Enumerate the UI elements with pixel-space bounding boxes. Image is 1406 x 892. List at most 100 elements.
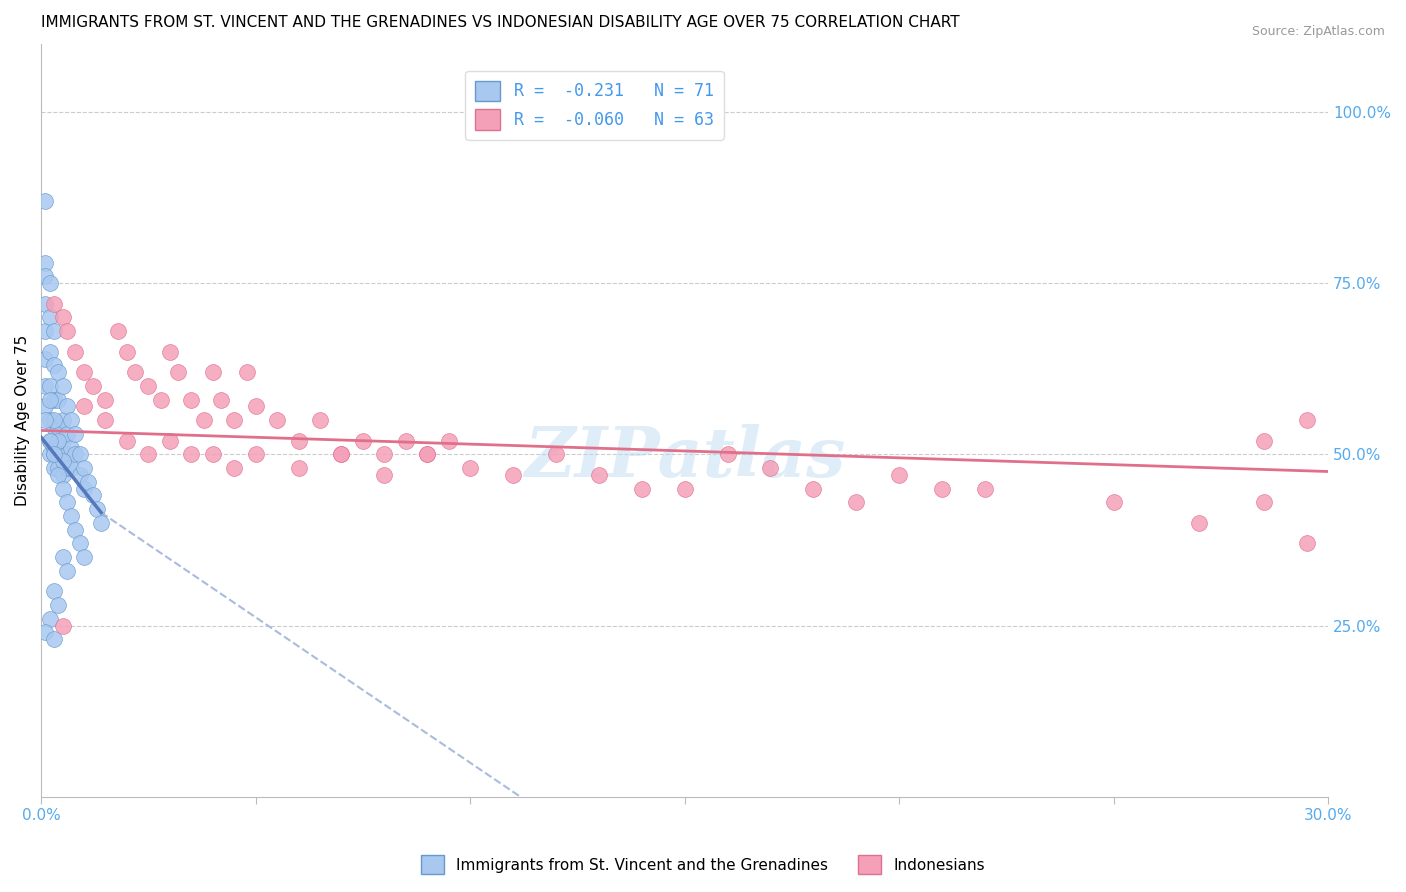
Point	[115, 344, 138, 359]
Point	[73, 365, 96, 379]
Point	[73, 482, 96, 496]
Point	[224, 413, 246, 427]
Point	[56, 461, 79, 475]
Point	[630, 482, 652, 496]
Point	[38, 379, 60, 393]
Point	[124, 365, 146, 379]
Point	[352, 434, 374, 448]
Point	[150, 392, 173, 407]
Point	[38, 344, 60, 359]
Point	[69, 467, 91, 482]
Point	[42, 632, 65, 647]
Point	[193, 413, 215, 427]
Point	[330, 447, 353, 461]
Point	[588, 467, 610, 482]
Point	[34, 194, 56, 208]
Point	[73, 461, 96, 475]
Point	[180, 392, 202, 407]
Point	[51, 454, 73, 468]
Point	[716, 447, 738, 461]
Point	[86, 502, 108, 516]
Point	[201, 365, 224, 379]
Point	[159, 344, 181, 359]
Point	[801, 482, 824, 496]
Point	[51, 467, 73, 482]
Point	[416, 447, 439, 461]
Point	[60, 413, 83, 427]
Point	[65, 344, 87, 359]
Point	[46, 441, 69, 455]
Point	[458, 461, 481, 475]
Point	[115, 434, 138, 448]
Point	[236, 365, 259, 379]
Point	[759, 461, 782, 475]
Point	[42, 324, 65, 338]
Point	[416, 447, 439, 461]
Point	[42, 584, 65, 599]
Point	[42, 447, 65, 461]
Point	[65, 523, 87, 537]
Point	[974, 482, 997, 496]
Point	[56, 426, 79, 441]
Point	[159, 434, 181, 448]
Point	[60, 441, 83, 455]
Point	[437, 434, 460, 448]
Point	[42, 297, 65, 311]
Point	[42, 420, 65, 434]
Point	[1253, 434, 1275, 448]
Point	[38, 612, 60, 626]
Text: ZIPatlas: ZIPatlas	[524, 424, 845, 491]
Point	[1102, 495, 1125, 509]
Point	[51, 413, 73, 427]
Point	[34, 256, 56, 270]
Point	[673, 482, 696, 496]
Point	[82, 488, 104, 502]
Point	[138, 447, 160, 461]
Point	[73, 400, 96, 414]
Legend: Immigrants from St. Vincent and the Grenadines, Indonesians: Immigrants from St. Vincent and the Gren…	[415, 849, 991, 880]
Point	[180, 447, 202, 461]
Point	[38, 277, 60, 291]
Point	[42, 441, 65, 455]
Point	[287, 434, 309, 448]
Point	[65, 447, 87, 461]
Point	[287, 461, 309, 475]
Point	[46, 467, 69, 482]
Point	[1295, 536, 1317, 550]
Point	[46, 447, 69, 461]
Legend: R =  -0.231   N = 71, R =  -0.060   N = 63: R = -0.231 N = 71, R = -0.060 N = 63	[465, 70, 724, 140]
Point	[56, 564, 79, 578]
Point	[245, 447, 267, 461]
Point	[65, 426, 87, 441]
Point	[51, 482, 73, 496]
Point	[56, 400, 79, 414]
Point	[60, 508, 83, 523]
Point	[46, 420, 69, 434]
Point	[42, 413, 65, 427]
Text: Source: ZipAtlas.com: Source: ZipAtlas.com	[1251, 25, 1385, 38]
Point	[51, 434, 73, 448]
Point	[38, 413, 60, 427]
Point	[34, 351, 56, 366]
Point	[224, 461, 246, 475]
Point	[395, 434, 418, 448]
Point	[266, 413, 288, 427]
Point	[46, 461, 69, 475]
Y-axis label: Disability Age Over 75: Disability Age Over 75	[15, 334, 30, 506]
Point	[46, 365, 69, 379]
Point	[94, 413, 117, 427]
Point	[56, 447, 79, 461]
Point	[69, 536, 91, 550]
Point	[34, 413, 56, 427]
Point	[34, 297, 56, 311]
Point	[34, 379, 56, 393]
Point	[51, 618, 73, 632]
Point	[544, 447, 567, 461]
Point	[209, 392, 232, 407]
Point	[201, 447, 224, 461]
Point	[373, 447, 395, 461]
Point	[46, 598, 69, 612]
Point	[138, 379, 160, 393]
Point	[46, 434, 69, 448]
Point	[94, 392, 117, 407]
